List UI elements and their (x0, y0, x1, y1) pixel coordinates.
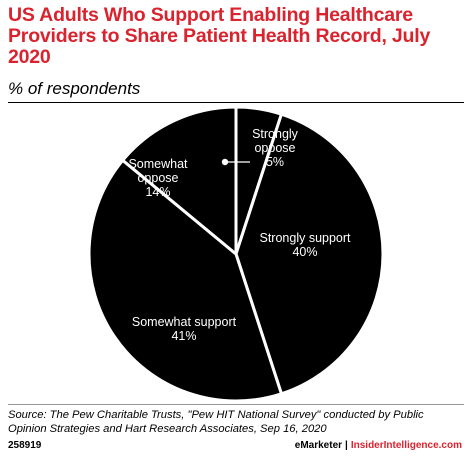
pie-slices (87, 105, 385, 403)
slice-strongly-support (234, 112, 385, 396)
pie-labels: Strongly oppose 5% Strongly support 40% Somew… (128, 127, 351, 343)
chart-title: US Adults Who Support Enabling Healthcar… (8, 4, 431, 68)
chart-subtitle: % of respondents (8, 79, 141, 98)
brand-credit: eMarketer | InsiderIntelligence.com (295, 440, 462, 451)
brand-insider-link[interactable]: InsiderIntelligence.com (350, 440, 462, 451)
slice-somewhat-support (87, 158, 283, 403)
label-strongly-oppose: Strongly oppose 5% (252, 127, 299, 169)
pie-chart: Strongly oppose 5% Strongly support 40% Somew… (87, 105, 385, 403)
top-divider (8, 102, 464, 103)
label-somewhat-support: Somewhat support 41% (132, 315, 237, 343)
chart-id: 258919 (8, 440, 42, 451)
source-note: Source: The Pew Charitable Trusts, "Pew … (8, 409, 424, 435)
brand-emarketer: eMarketer (294, 440, 343, 451)
label-strongly-support: Strongly support 40% (259, 231, 351, 259)
brand-separator: | (345, 440, 348, 451)
label-somewhat-oppose: Somewhat oppose 14% (128, 157, 188, 199)
bottom-divider (8, 404, 464, 405)
slice-somewhat-oppose (121, 105, 238, 256)
